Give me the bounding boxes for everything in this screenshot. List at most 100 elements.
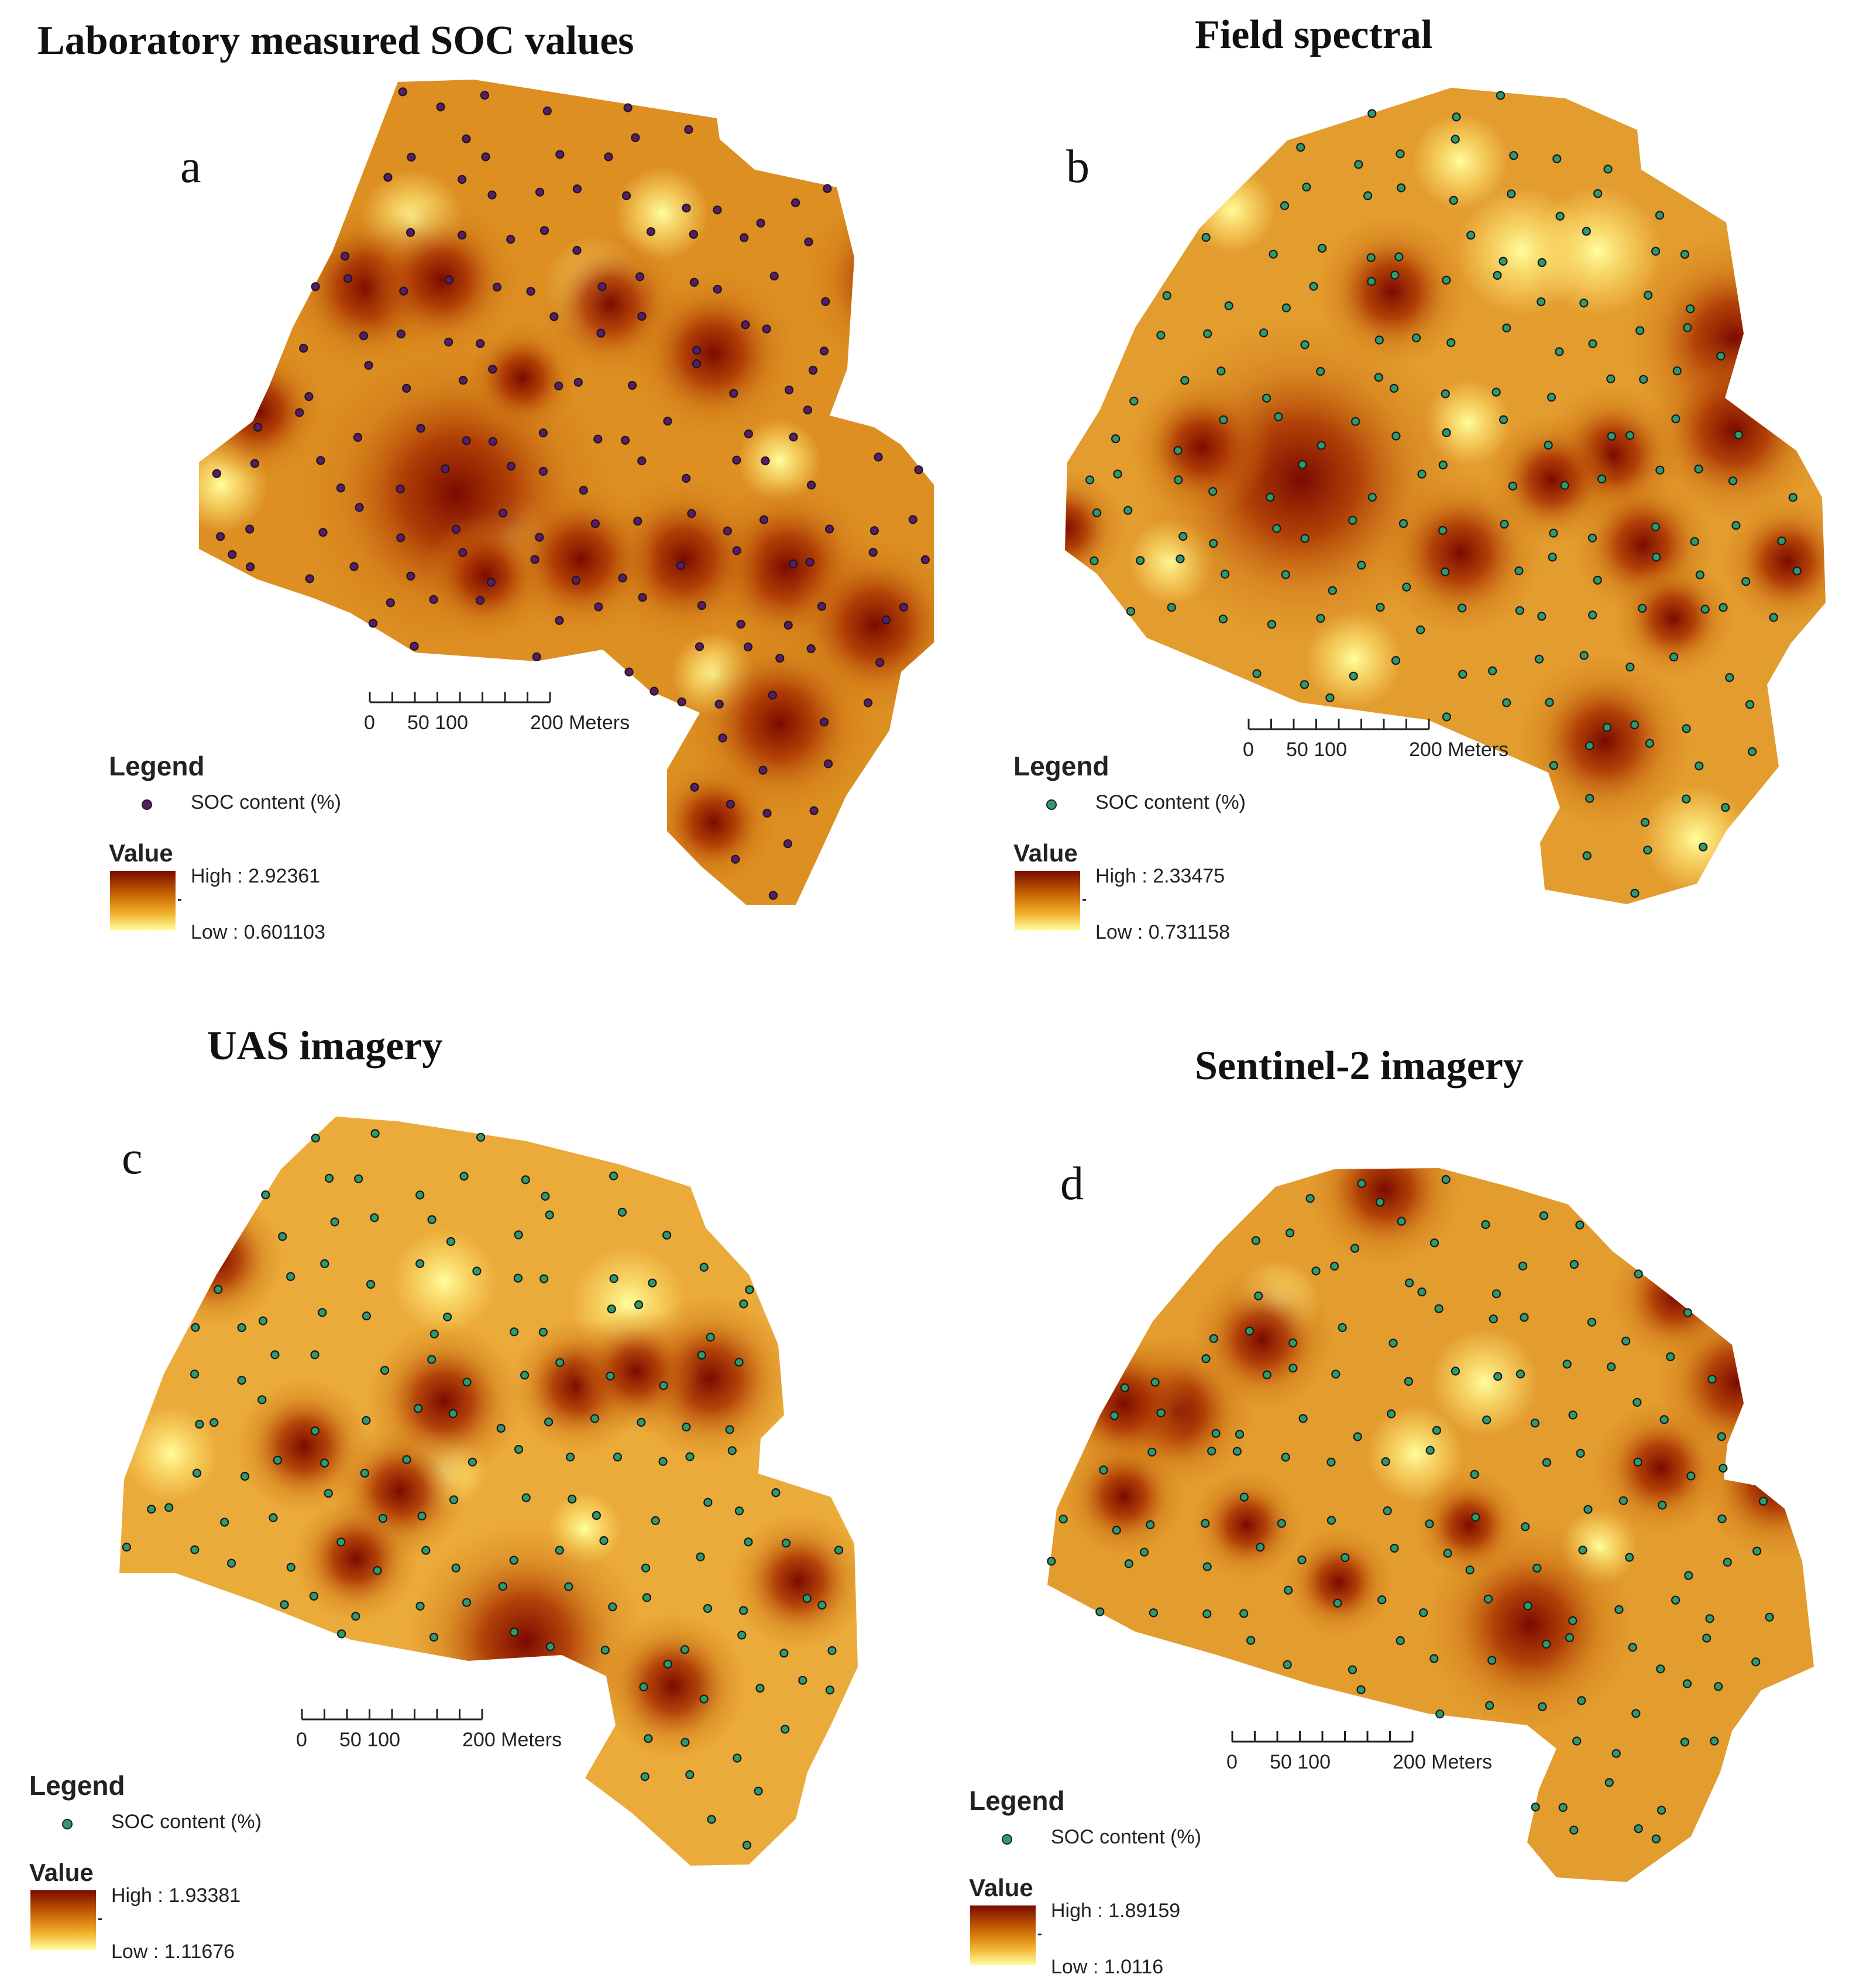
legend-tick xyxy=(98,1918,102,1920)
soc-sample-point xyxy=(305,574,314,583)
soc-sample-point xyxy=(1630,720,1640,730)
soc-sample-point xyxy=(1167,603,1176,612)
soc-sample-point xyxy=(386,598,395,607)
soc-sample-point xyxy=(641,1563,651,1572)
soc-sample-point xyxy=(1562,1359,1572,1369)
soc-sample-point xyxy=(1728,476,1738,486)
soc-sample-point xyxy=(1532,1563,1542,1573)
soc-sample-point xyxy=(1317,243,1327,253)
soc-sample-point xyxy=(635,272,645,281)
soc-sample-point xyxy=(1113,469,1122,479)
soc-sample-point xyxy=(817,602,827,611)
soc-sample-point xyxy=(1309,281,1318,291)
soc-sample-point xyxy=(1341,1553,1350,1563)
soc-sample-point xyxy=(436,102,445,112)
soc-sample-point xyxy=(1758,1496,1768,1506)
soc-sample-point xyxy=(1281,1453,1290,1462)
soc-sample-point xyxy=(634,1300,644,1310)
soc-sample-point xyxy=(1353,1432,1362,1441)
soc-sample-point xyxy=(1350,1244,1360,1253)
soc-sample-point xyxy=(699,1694,709,1704)
soc-sample-point xyxy=(541,1192,550,1201)
soc-sample-point xyxy=(1376,1197,1385,1207)
soc-sample-point xyxy=(475,596,485,605)
scale-label-0: 0 xyxy=(364,712,375,734)
soc-sample-point xyxy=(637,456,647,466)
soc-sample-point xyxy=(1381,1457,1390,1467)
soc-sample-point xyxy=(1482,1415,1491,1424)
soc-sample-point xyxy=(1614,1605,1624,1615)
soc-sample-point xyxy=(642,1593,652,1602)
soc-sample-point xyxy=(1367,492,1377,502)
soc-sample-point xyxy=(462,1598,472,1607)
soc-sample-point xyxy=(638,593,647,602)
legend-color-ramp xyxy=(970,1905,1036,1965)
soc-sample-point xyxy=(568,1494,577,1504)
soc-sample-point xyxy=(1283,1660,1292,1670)
soc-sample-point xyxy=(1389,1338,1398,1348)
legend-point-label: SOC content (%) xyxy=(111,1811,262,1833)
soc-sample-point xyxy=(600,1645,610,1655)
soc-sample-point xyxy=(364,360,373,370)
soc-sample-point xyxy=(745,1285,754,1295)
soc-sample-point xyxy=(1684,1571,1693,1580)
panel-title: Field spectral xyxy=(1195,12,1433,57)
high-soc-zone xyxy=(1284,1527,1394,1637)
soc-sample-point xyxy=(510,1327,519,1337)
soc-sample-point xyxy=(209,1418,219,1427)
high-soc-zone xyxy=(1316,215,1468,368)
soc-sample-point xyxy=(565,1453,575,1462)
soc-sample-point xyxy=(564,1582,573,1591)
soc-sample-point xyxy=(257,1395,267,1405)
soc-sample-point xyxy=(1432,1426,1442,1435)
soc-sample-point xyxy=(662,1231,672,1240)
soc-sample-point xyxy=(1656,1664,1665,1674)
soc-sample-point xyxy=(1298,460,1307,469)
soc-sample-point xyxy=(396,329,405,339)
soc-sample-point xyxy=(1695,761,1704,771)
high-soc-zone xyxy=(599,1612,747,1760)
soc-sample-point xyxy=(1515,1369,1525,1379)
soc-sample-point xyxy=(1328,586,1337,595)
soc-sample-point xyxy=(444,337,453,347)
soc-sample-point xyxy=(775,654,785,663)
soc-sample-point xyxy=(1530,1419,1540,1428)
soc-sample-point xyxy=(690,782,699,792)
soc-sample-point xyxy=(1425,1519,1434,1529)
high-soc-zone xyxy=(629,269,798,438)
soc-sample-point xyxy=(1438,460,1448,470)
soc-sample-point xyxy=(791,198,800,208)
soc-sample-point xyxy=(809,806,819,816)
soc-sample-point xyxy=(1442,712,1452,722)
soc-sample-point xyxy=(214,1285,223,1294)
soc-sample-point xyxy=(1274,412,1283,421)
soc-sample-point xyxy=(1123,506,1133,515)
soc-sample-point xyxy=(1639,375,1648,384)
soc-sample-point xyxy=(1507,189,1516,198)
soc-sample-point xyxy=(734,1358,744,1367)
soc-sample-point xyxy=(646,227,656,236)
soc-sample-point xyxy=(1602,723,1612,732)
soc-sample-point xyxy=(1298,1414,1308,1423)
soc-sample-point xyxy=(192,1468,202,1478)
soc-sample-point xyxy=(729,389,738,398)
soc-sample-point xyxy=(819,346,829,356)
soc-sample-point xyxy=(1579,298,1589,308)
soc-sample-point xyxy=(1441,567,1450,576)
sample-points xyxy=(1047,1175,1774,1843)
soc-sample-point xyxy=(1717,1432,1726,1441)
soc-sample-point xyxy=(1707,1375,1717,1384)
scale-ticks xyxy=(1231,1731,1414,1743)
soc-sample-point xyxy=(620,435,630,445)
soc-sample-point xyxy=(1493,1372,1503,1381)
soc-sample-point xyxy=(697,1350,706,1360)
soc-sample-point xyxy=(1262,393,1271,403)
soc-sample-point xyxy=(1611,1749,1621,1758)
scale-bar: 0 50 100 200 Meters xyxy=(296,1708,562,1754)
soc-sample-point xyxy=(1721,803,1730,812)
soc-sample-point xyxy=(1211,1429,1221,1438)
soc-sample-point xyxy=(555,616,564,625)
soc-sample-point xyxy=(592,1510,602,1520)
soc-sample-point xyxy=(164,1503,174,1512)
soc-sample-point xyxy=(1317,441,1326,450)
